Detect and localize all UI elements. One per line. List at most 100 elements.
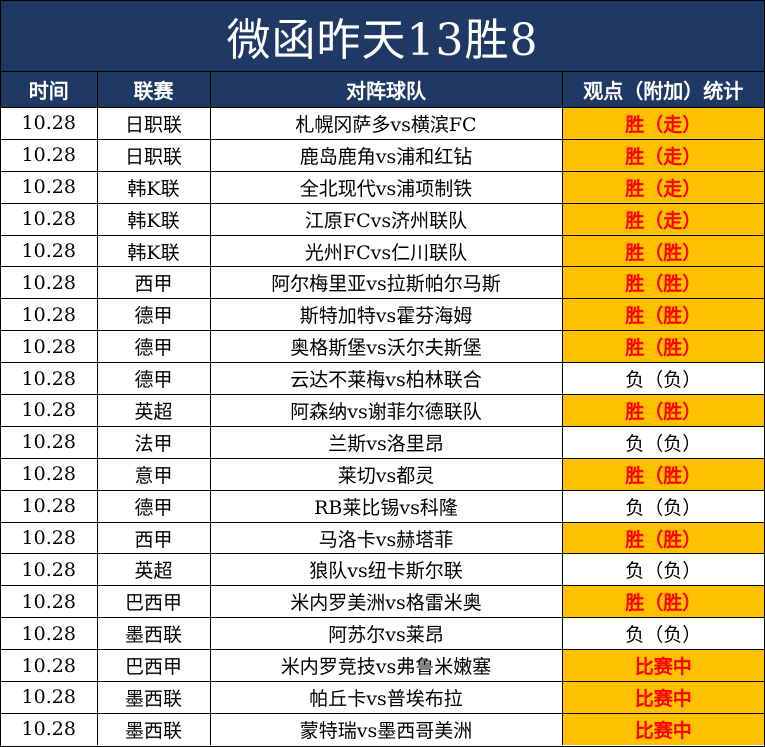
cell-result: 胜（胜） (561, 298, 764, 332)
cell-match: 帕丘卡vs普埃布拉 (209, 681, 563, 714)
cell-match: 鹿岛鹿角vs浦和红钻 (209, 138, 563, 172)
table-row: 10.28 韩K联 全北现代vs浦项制铁 胜（走） (1, 170, 764, 204)
cell-league: 德甲 (96, 330, 211, 364)
cell-match: 江原FCvs济州联队 (209, 202, 563, 236)
table-row: 10.28 德甲 奥格斯堡vs沃尔夫斯堡 胜（胜） (1, 330, 764, 364)
table-row: 10.28 德甲 斯特加特vs霍芬海姆 胜（胜） (1, 298, 764, 332)
cell-match: 马洛卡vs赫塔菲 (209, 521, 563, 555)
cell-league: 英超 (96, 394, 211, 427)
cell-result: 负（负） (561, 617, 764, 651)
cell-time: 10.28 (1, 585, 98, 619)
cell-result: 负（负） (561, 489, 764, 523)
cell-league: 巴西甲 (96, 649, 211, 683)
cell-match: 光州FCvs仁川联队 (209, 234, 563, 268)
cell-time: 10.28 (1, 489, 98, 523)
table-row: 10.28 巴西甲 米内罗竞技vs弗鲁米嫩塞 比赛中 (1, 649, 764, 683)
cell-time: 10.28 (1, 170, 98, 204)
table-row: 10.28 墨西联 阿苏尔vs莱昂 负（负） (1, 617, 764, 651)
cell-match: 兰斯vs洛里昂 (209, 425, 563, 459)
table-row: 10.28 法甲 兰斯vs洛里昂 负（负） (1, 425, 764, 459)
cell-time: 10.28 (1, 138, 98, 172)
cell-match: 米内罗美洲vs格雷米奥 (209, 585, 563, 619)
table-row: 10.28 西甲 阿尔梅里亚vs拉斯帕尔马斯 胜（胜） (1, 266, 764, 300)
cell-league: 英超 (96, 553, 211, 587)
cell-result: 胜（走） (561, 107, 764, 140)
cell-match: 云达不莱梅vs柏林联合 (209, 362, 563, 396)
cell-league: 韩K联 (96, 170, 211, 204)
cell-league: 日职联 (96, 138, 211, 172)
cell-league: 意甲 (96, 457, 211, 491)
cell-result: 负（负） (561, 553, 764, 587)
cell-league: 韩K联 (96, 202, 211, 236)
cell-result: 胜（胜） (561, 266, 764, 300)
cell-result: 胜（走） (561, 170, 764, 204)
cell-league: 巴西甲 (96, 585, 211, 619)
cell-league: 德甲 (96, 298, 211, 332)
cell-match: 蒙特瑞vs墨西哥美洲 (209, 712, 563, 745)
cell-result: 胜（胜） (561, 457, 764, 491)
cell-league: 德甲 (96, 489, 211, 523)
cell-time: 10.28 (1, 617, 98, 651)
sheet-title: 微函昨天13胜8 (1, 1, 764, 72)
header-result: 观点（附加）统计 (561, 72, 764, 108)
cell-time: 10.28 (1, 298, 98, 332)
cell-match: 阿森纳vs谢菲尔德联队 (209, 394, 563, 427)
cell-match: 阿苏尔vs莱昂 (209, 617, 563, 651)
cell-match: 奥格斯堡vs沃尔夫斯堡 (209, 330, 563, 364)
cell-result: 比赛中 (561, 649, 764, 683)
cell-time: 10.28 (1, 649, 98, 683)
cell-match: 全北现代vs浦项制铁 (209, 170, 563, 204)
cell-league: 墨西联 (96, 712, 211, 745)
results-table: 时间 联赛 对阵球队 观点（附加）统计 10.28 日职联 札幌冈萨多vs横滨FC 胜… (1, 72, 764, 745)
cell-result: 胜（走） (561, 138, 764, 172)
table-row: 10.28 英超 狼队vs纽卡斯尔联 负（负） (1, 553, 764, 587)
cell-time: 10.28 (1, 521, 98, 555)
cell-time: 10.28 (1, 553, 98, 587)
table-row: 10.28 意甲 莱切vs都灵 胜（胜） (1, 457, 764, 491)
table-row: 10.28 日职联 札幌冈萨多vs横滨FC 胜（走） (1, 107, 764, 140)
cell-match: 札幌冈萨多vs横滨FC (209, 107, 563, 140)
table-row: 10.28 巴西甲 米内罗美洲vs格雷米奥 胜（胜） (1, 585, 764, 619)
cell-time: 10.28 (1, 362, 98, 396)
cell-time: 10.28 (1, 394, 98, 427)
cell-result: 负（负） (561, 425, 764, 459)
header-league: 联赛 (96, 72, 211, 108)
header-time: 时间 (1, 72, 98, 108)
cell-time: 10.28 (1, 202, 98, 236)
cell-league: 墨西联 (96, 681, 211, 714)
cell-match: 斯特加特vs霍芬海姆 (209, 298, 563, 332)
table-row: 10.28 墨西联 蒙特瑞vs墨西哥美洲 比赛中 (1, 712, 764, 745)
cell-league: 墨西联 (96, 617, 211, 651)
cell-league: 西甲 (96, 266, 211, 300)
cell-league: 法甲 (96, 425, 211, 459)
cell-result: 比赛中 (561, 712, 764, 745)
table-row: 10.28 英超 阿森纳vs谢菲尔德联队 胜（胜） (1, 394, 764, 427)
cell-league: 德甲 (96, 362, 211, 396)
cell-result: 比赛中 (561, 681, 764, 714)
cell-match: 狼队vs纽卡斯尔联 (209, 553, 563, 587)
cell-time: 10.28 (1, 266, 98, 300)
cell-time: 10.28 (1, 425, 98, 459)
table-row: 10.28 韩K联 光州FCvs仁川联队 胜（胜） (1, 234, 764, 268)
cell-league: 韩K联 (96, 234, 211, 268)
table-row: 10.28 德甲 RB莱比锡vs科隆 负（负） (1, 489, 764, 523)
cell-match: RB莱比锡vs科隆 (209, 489, 563, 523)
cell-result: 胜（走） (561, 202, 764, 236)
header-match: 对阵球队 (209, 72, 563, 108)
table-row: 10.28 墨西联 帕丘卡vs普埃布拉 比赛中 (1, 681, 764, 714)
table-row: 10.28 韩K联 江原FCvs济州联队 胜（走） (1, 202, 764, 236)
cell-league: 日职联 (96, 107, 211, 140)
table-row: 10.28 西甲 马洛卡vs赫塔菲 胜（胜） (1, 521, 764, 555)
cell-match: 米内罗竞技vs弗鲁米嫩塞 (209, 649, 563, 683)
cell-league: 西甲 (96, 521, 211, 555)
cell-match: 莱切vs都灵 (209, 457, 563, 491)
cell-result: 胜（胜） (561, 234, 764, 268)
table-row: 10.28 日职联 鹿岛鹿角vs浦和红钻 胜（走） (1, 138, 764, 172)
cell-result: 胜（胜） (561, 521, 764, 555)
header-row: 时间 联赛 对阵球队 观点（附加）统计 (1, 72, 764, 108)
cell-result: 胜（胜） (561, 394, 764, 427)
cell-result: 负（负） (561, 362, 764, 396)
cell-result: 胜（胜） (561, 330, 764, 364)
cell-result: 胜（胜） (561, 585, 764, 619)
